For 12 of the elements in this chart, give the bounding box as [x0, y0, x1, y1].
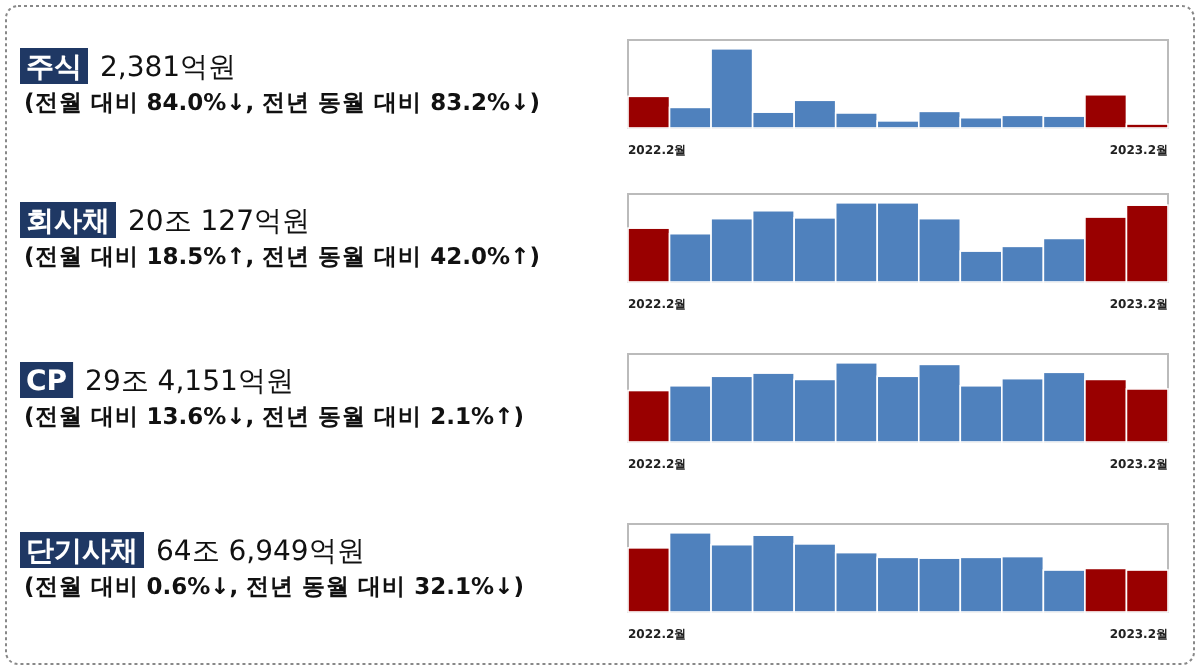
text: (전월 대비 0.6%↓, 전년 동월 대비 32.1%↓) [24, 572, 524, 600]
text: (전월 대비 13.6%↓, 전년 동월 대비 2.1%↑) [24, 402, 524, 430]
text: 20조 127억원 [128, 206, 310, 238]
text: 주식 [26, 52, 82, 84]
text: CP [26, 366, 68, 398]
text: 회사채 [26, 206, 110, 238]
text: (전월 대비 18.5%↑, 전년 동월 대비 42.0%↑) [24, 242, 540, 270]
text: 2,381억원 [100, 52, 237, 84]
text: 단기사채 [26, 536, 138, 568]
text: 64조 6,949억원 [156, 536, 365, 568]
text: (전월 대비 84.0%↓, 전년 동월 대비 83.2%↓) [24, 88, 540, 116]
text: 29조 4,151억원 [85, 366, 294, 398]
